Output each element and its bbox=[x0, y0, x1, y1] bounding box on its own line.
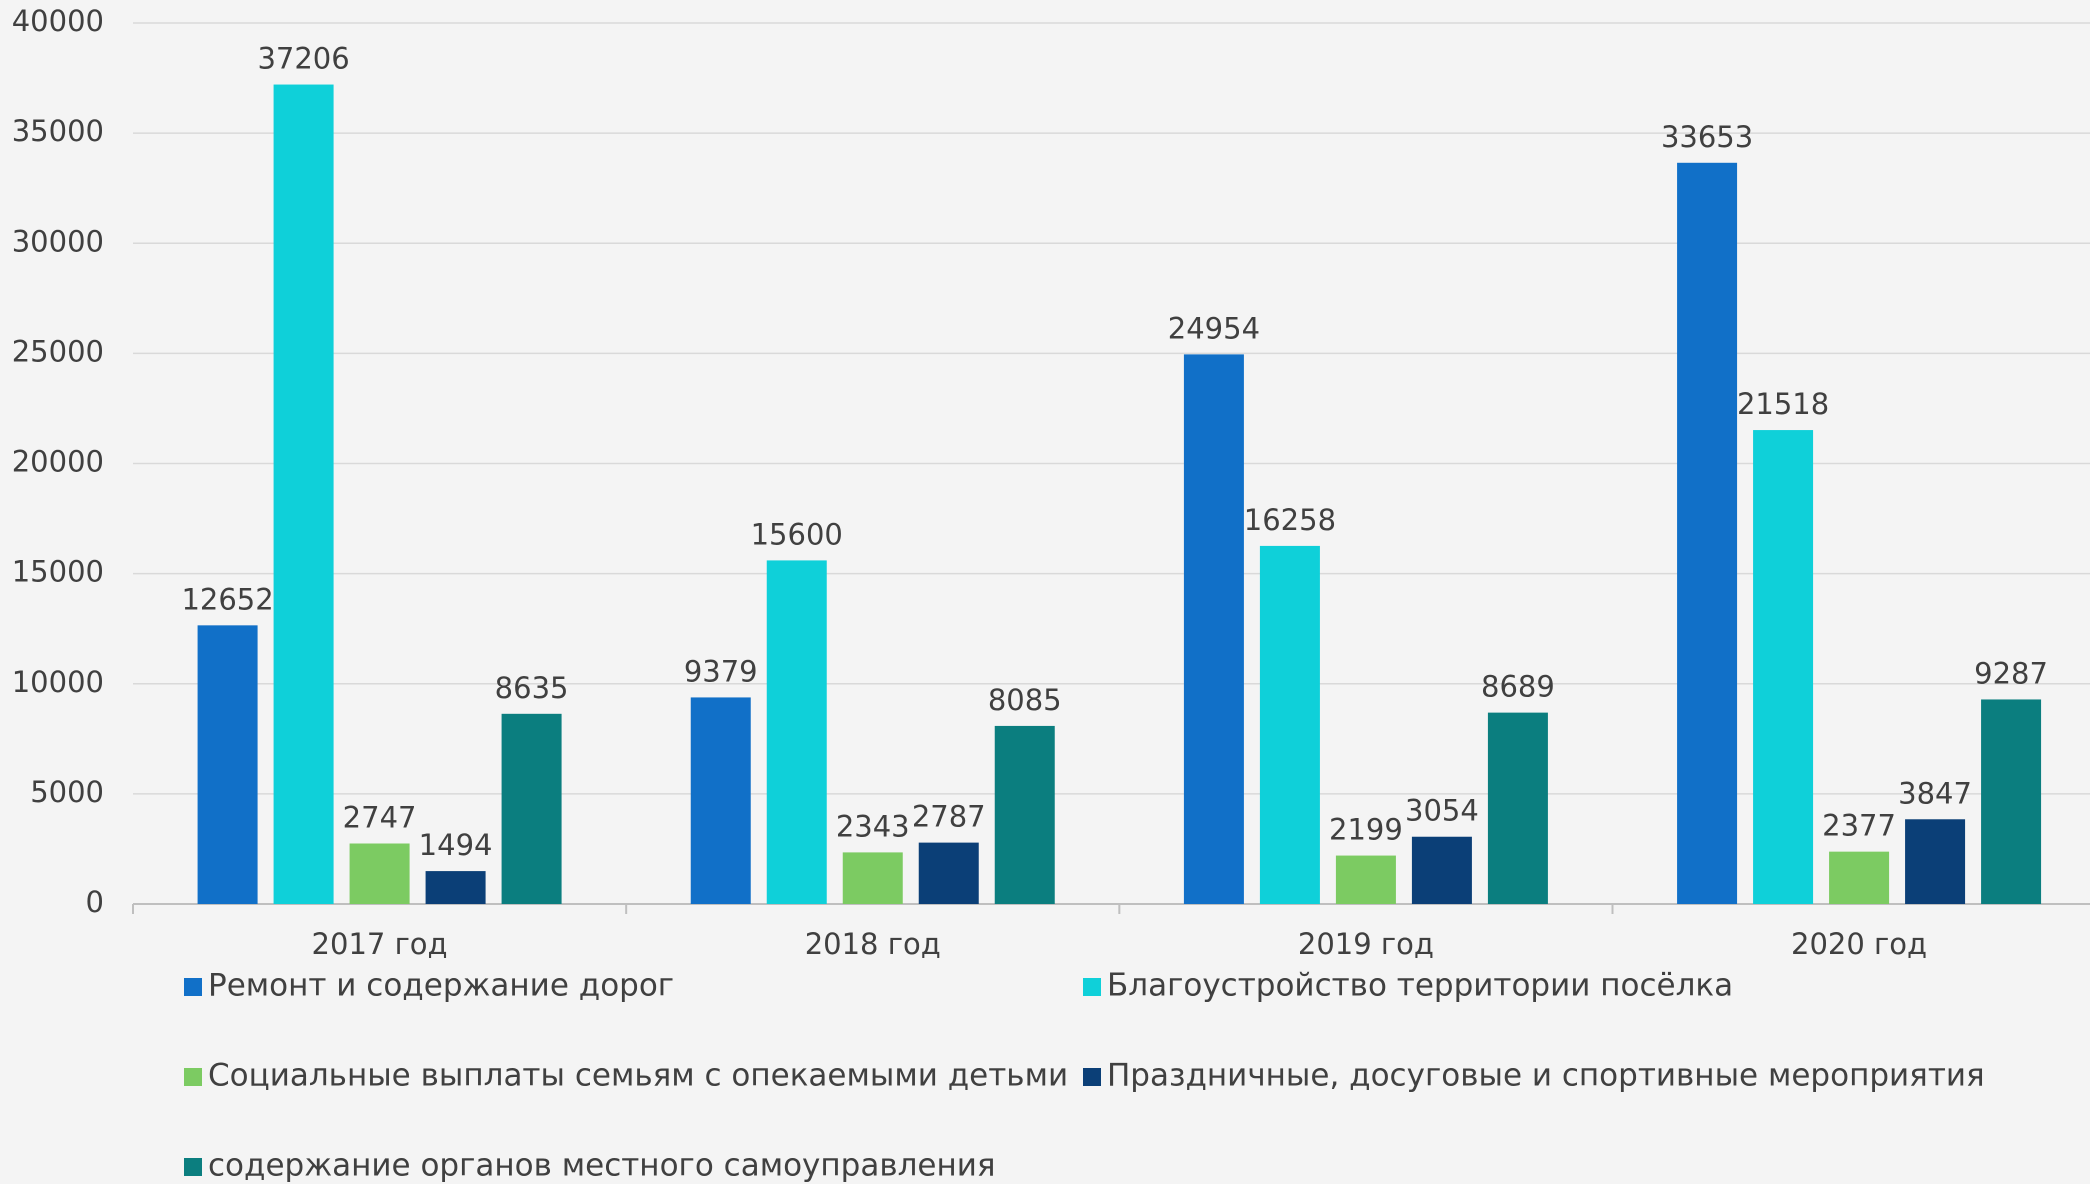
y-tick-label: 0 bbox=[86, 885, 104, 919]
data-label: 3847 bbox=[1898, 776, 1972, 810]
legend-label: Праздничные, досуговые и спортивные меро… bbox=[1107, 1058, 1985, 1094]
bar bbox=[197, 625, 258, 904]
x-tick-label: 2018 год bbox=[805, 927, 941, 961]
legend-label: содержание органов местного самоуправлен… bbox=[208, 1148, 996, 1184]
legend-label: Ремонт и содержание дорог bbox=[208, 968, 674, 1004]
bar bbox=[501, 713, 562, 904]
bar bbox=[1411, 836, 1472, 904]
data-label: 2343 bbox=[836, 809, 910, 843]
data-label: 16258 bbox=[1244, 503, 1336, 537]
bar bbox=[918, 842, 979, 904]
bar bbox=[1829, 851, 1890, 904]
legend-swatch bbox=[184, 1158, 202, 1176]
bar bbox=[994, 725, 1055, 904]
data-label: 15600 bbox=[751, 517, 843, 551]
y-tick-label: 35000 bbox=[12, 114, 104, 148]
bar bbox=[425, 871, 486, 904]
bar bbox=[842, 852, 903, 904]
legend-label: Социальные выплаты семьям с опекаемыми д… bbox=[208, 1058, 1068, 1094]
legend-swatch bbox=[1083, 1068, 1101, 1086]
bar bbox=[1981, 699, 2042, 904]
bar bbox=[1335, 855, 1396, 904]
data-label: 24954 bbox=[1168, 311, 1260, 345]
data-label: 1494 bbox=[419, 828, 493, 862]
data-label: 9379 bbox=[684, 654, 758, 688]
data-label: 37206 bbox=[257, 42, 349, 76]
data-label: 12652 bbox=[181, 582, 273, 616]
bar bbox=[1677, 162, 1738, 905]
legend-label: Благоустройство территории посёлка bbox=[1107, 968, 1733, 1004]
data-label: 9287 bbox=[1974, 656, 2048, 690]
data-label: 2199 bbox=[1329, 813, 1403, 847]
y-tick-label: 15000 bbox=[12, 555, 104, 589]
data-label: 2787 bbox=[912, 800, 986, 834]
bar bbox=[273, 84, 334, 905]
bar bbox=[1259, 545, 1320, 904]
y-tick-label: 5000 bbox=[30, 775, 104, 809]
x-tick-label: 2019 год bbox=[1298, 927, 1434, 961]
bar bbox=[766, 560, 827, 904]
data-label: 33653 bbox=[1661, 120, 1753, 154]
data-label: 3054 bbox=[1405, 794, 1479, 828]
bar bbox=[1753, 430, 1814, 904]
bar bbox=[690, 697, 751, 904]
x-tick-label: 2020 год bbox=[1791, 927, 1927, 961]
y-tick-label: 10000 bbox=[12, 665, 104, 699]
bar bbox=[1905, 819, 1966, 904]
bar bbox=[349, 843, 410, 904]
data-label: 21518 bbox=[1737, 387, 1829, 421]
legend-swatch bbox=[184, 1068, 202, 1086]
bar bbox=[1183, 354, 1244, 904]
x-tick-label: 2017 год bbox=[312, 927, 448, 961]
bar bbox=[1487, 712, 1548, 904]
data-label: 8635 bbox=[495, 671, 569, 705]
y-tick-label: 30000 bbox=[12, 224, 104, 258]
data-label: 2377 bbox=[1822, 809, 1896, 843]
data-label: 8689 bbox=[1481, 670, 1555, 704]
data-label: 8085 bbox=[988, 683, 1062, 717]
y-tick-label: 40000 bbox=[12, 4, 104, 38]
y-tick-label: 25000 bbox=[12, 334, 104, 368]
data-label: 2747 bbox=[343, 800, 417, 834]
legend-swatch bbox=[184, 978, 202, 996]
legend-swatch bbox=[1083, 978, 1101, 996]
y-tick-label: 20000 bbox=[12, 445, 104, 479]
